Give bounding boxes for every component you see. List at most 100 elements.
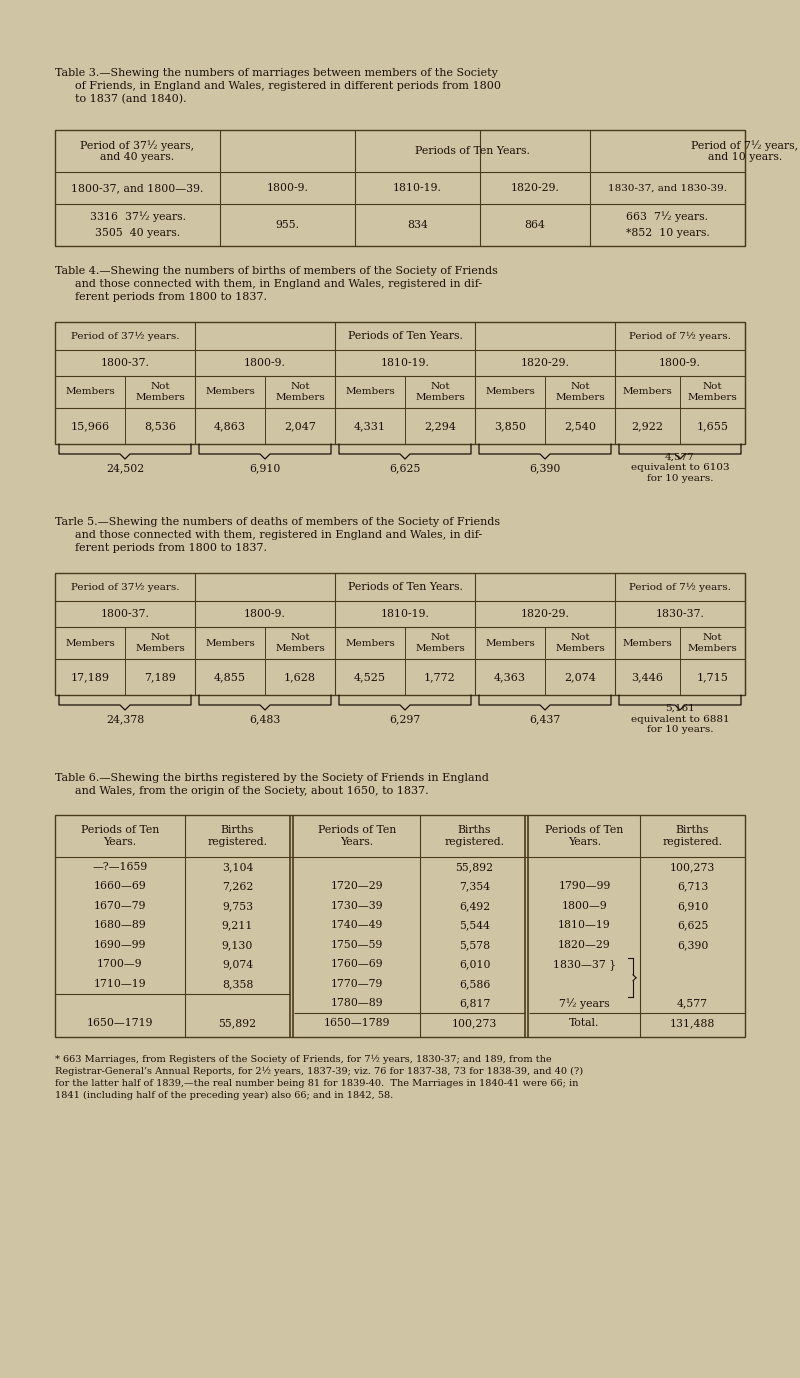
Text: —?—1659: —?—1659 [92,861,148,872]
Text: Members: Members [622,638,672,648]
Text: 1800-9.: 1800-9. [266,183,309,193]
Text: Not
Members: Not Members [688,382,738,402]
Text: 6,625: 6,625 [677,921,708,930]
Text: 834: 834 [407,220,428,230]
Text: Tarle 5.—Shewing the numbers of deaths of members of the Society of Friends: Tarle 5.—Shewing the numbers of deaths o… [55,517,500,526]
Text: Table 4.—Shewing the numbers of births of members of the Society of Friends: Table 4.—Shewing the numbers of births o… [55,266,498,276]
Text: 3,446: 3,446 [631,672,663,682]
Text: 6,297: 6,297 [390,714,421,723]
Text: 2,540: 2,540 [564,422,596,431]
Text: 2,047: 2,047 [284,422,316,431]
Text: Periods of Ten
Years.: Periods of Ten Years. [81,825,159,847]
Bar [55,130,745,247]
Text: Not
Members: Not Members [555,382,605,402]
Text: 1770—79: 1770—79 [331,978,383,989]
Text: 1830—37 }: 1830—37 } [553,959,616,970]
Text: Periods of Ten Years.: Periods of Ten Years. [347,582,462,593]
Text: 663  7½ years.: 663 7½ years. [626,212,709,222]
Text: Periods of Ten
Years.: Periods of Ten Years. [318,825,396,847]
Text: 6,625: 6,625 [390,463,421,473]
Text: 1841 (including half of the preceding year) also 66; and in 1842, 58.: 1841 (including half of the preceding ye… [55,1090,394,1100]
Text: 2,922: 2,922 [631,422,663,431]
Text: Not
Members: Not Members [135,634,185,653]
Text: 1780—89: 1780—89 [330,998,383,1009]
Bar [55,322,745,444]
Text: 1690—99: 1690—99 [94,940,146,949]
Text: 1650—1789: 1650—1789 [324,1018,390,1028]
Text: 1830-37.: 1830-37. [655,609,705,619]
Text: Members: Members [485,387,535,397]
Text: 4,863: 4,863 [214,422,246,431]
Text: 3,850: 3,850 [494,422,526,431]
Text: 6,586: 6,586 [459,978,490,989]
Text: 100,273: 100,273 [452,1018,497,1028]
Text: Registrar-General’s Annual Reports, for 2½ years, 1837-39; viz. 76 for 1837-38, : Registrar-General’s Annual Reports, for … [55,1067,583,1076]
Text: 6,817: 6,817 [459,998,490,1009]
Text: Not
Members: Not Members [555,634,605,653]
Text: 1820-29.: 1820-29. [521,358,570,368]
Text: 5,544: 5,544 [459,921,490,930]
Text: 1700—9: 1700—9 [97,959,143,969]
Text: 4,577: 4,577 [677,998,708,1009]
Text: 1800-9.: 1800-9. [659,358,701,368]
Text: Members: Members [345,387,395,397]
Text: 3316  37½ years.: 3316 37½ years. [90,212,186,222]
Text: 1680—89: 1680—89 [94,921,146,930]
Text: 24,378: 24,378 [106,714,144,723]
Text: 1810-19.: 1810-19. [381,609,430,619]
Text: 7,262: 7,262 [222,882,253,892]
Text: 1820—29: 1820—29 [558,940,611,949]
Text: 55,892: 55,892 [455,861,494,872]
Text: Periods of Ten Years.: Periods of Ten Years. [347,331,462,340]
Text: 1820-29.: 1820-29. [510,183,559,193]
Text: 1810-19.: 1810-19. [381,358,430,368]
Text: Members: Members [345,638,395,648]
Text: 6,010: 6,010 [458,959,490,969]
Text: Not
Members: Not Members [415,382,465,402]
Text: Not
Members: Not Members [688,634,738,653]
Text: 1,628: 1,628 [284,672,316,682]
Text: for the latter half of 1839,—the real number being 81 for 1839-40.  The Marriage: for the latter half of 1839,—the real nu… [55,1079,578,1087]
Text: 24,502: 24,502 [106,463,144,473]
Text: 1720—29: 1720—29 [330,882,383,892]
Text: and Wales, from the origin of the Society, about 1650, to 1837.: and Wales, from the origin of the Societ… [75,785,429,796]
Text: of Friends, in England and Wales, registered in different periods from 1800: of Friends, in England and Wales, regist… [75,81,501,91]
Text: 1670—79: 1670—79 [94,901,146,911]
Text: Not
Members: Not Members [135,382,185,402]
Text: Not
Members: Not Members [275,382,325,402]
Text: 1,772: 1,772 [424,672,456,682]
Text: 6,713: 6,713 [677,882,708,892]
Text: 864: 864 [525,220,546,230]
Text: Members: Members [65,638,115,648]
Text: Table 3.—Shewing the numbers of marriages between members of the Society: Table 3.—Shewing the numbers of marriage… [55,68,498,79]
Text: Periods of Ten
Years.: Periods of Ten Years. [546,825,624,847]
Text: Table 6.—Shewing the births registered by the Society of Friends in England: Table 6.—Shewing the births registered b… [55,773,489,783]
Text: *852  10 years.: *852 10 years. [626,227,710,238]
Text: 8,536: 8,536 [144,422,176,431]
Text: 1810-19.: 1810-19. [393,183,442,193]
Text: 7,189: 7,189 [144,672,176,682]
Text: Members: Members [205,387,255,397]
Text: 1660—69: 1660—69 [94,882,146,892]
Text: Total.: Total. [570,1018,600,1028]
Bar [55,814,745,1036]
Text: 4,855: 4,855 [214,672,246,682]
Text: 6,492: 6,492 [459,901,490,911]
Text: 4,363: 4,363 [494,672,526,682]
Text: 9,753: 9,753 [222,901,253,911]
Text: 6,390: 6,390 [677,940,708,949]
Text: Not
Members: Not Members [275,634,325,653]
Bar [55,573,745,695]
Text: Births
registered.: Births registered. [662,825,722,847]
Text: 6,437: 6,437 [530,714,561,723]
Text: 2,074: 2,074 [564,672,596,682]
Text: 1750—59: 1750—59 [331,940,383,949]
Text: Births
registered.: Births registered. [207,825,267,847]
Text: 100,273: 100,273 [670,861,715,872]
Text: and those connected with them, in England and Wales, registered in dif-: and those connected with them, in Englan… [75,278,482,289]
Text: 1650—1719: 1650—1719 [86,1018,154,1028]
Text: 1760—69: 1760—69 [330,959,383,969]
Text: 6,910: 6,910 [677,901,708,911]
Text: Period of 37½ years.: Period of 37½ years. [70,583,179,591]
Text: 1710—19: 1710—19 [94,978,146,989]
